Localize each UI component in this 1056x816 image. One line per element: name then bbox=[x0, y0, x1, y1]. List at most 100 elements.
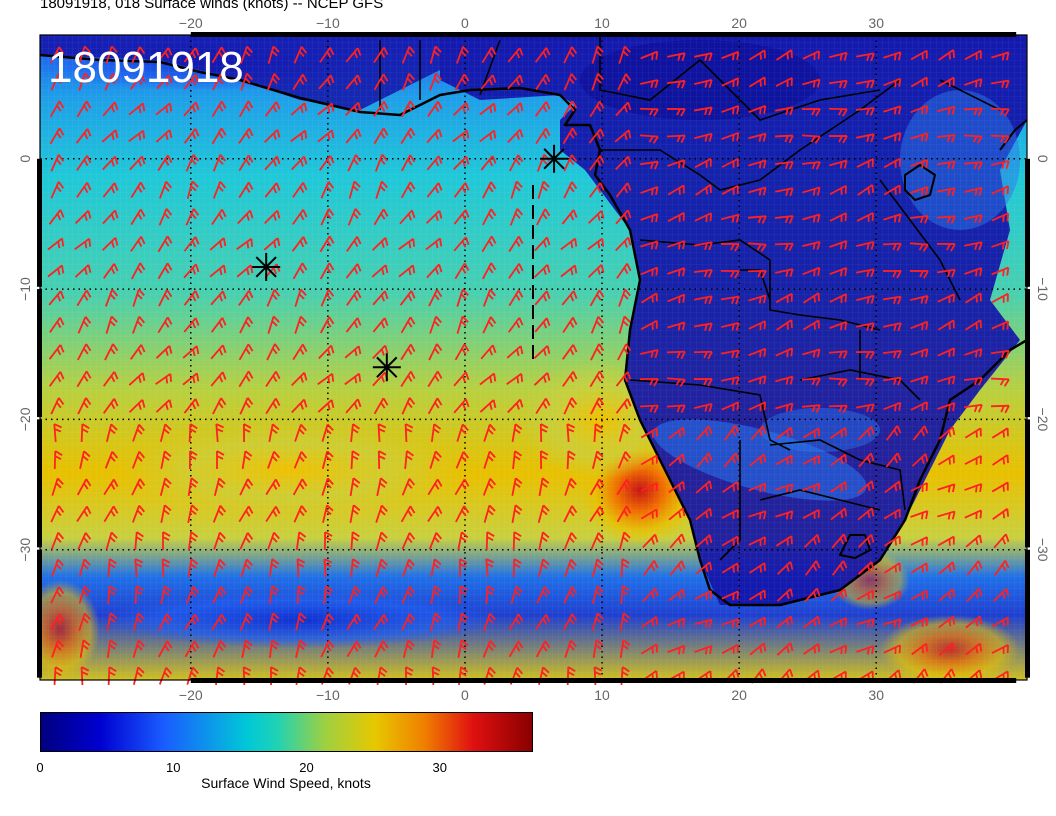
wind-barb bbox=[400, 181, 416, 199]
wind-barb bbox=[588, 155, 605, 171]
wind-barb bbox=[158, 613, 173, 631]
wind-barb bbox=[641, 616, 658, 628]
wind-barb bbox=[49, 317, 65, 333]
marker-atlantic-west bbox=[252, 252, 281, 281]
wind-barb bbox=[76, 289, 92, 307]
wind-map[interactable]: −20 −20 −10 −10 0 0 10 10 20 20 30 30 0 0 −10 −10 −20 −20… bbox=[0, 0, 1056, 710]
wind-barb bbox=[427, 506, 443, 522]
wind-barb bbox=[238, 370, 254, 388]
wind-barb bbox=[373, 127, 389, 145]
top-tick-bar bbox=[876, 32, 1017, 37]
wind-barb bbox=[155, 129, 173, 143]
wind-barb bbox=[455, 451, 470, 469]
wind-barb bbox=[425, 210, 443, 224]
wind-barb bbox=[319, 155, 335, 171]
wind-barb bbox=[882, 349, 902, 359]
wind-barb bbox=[748, 186, 767, 196]
wind-barb bbox=[694, 618, 713, 628]
wind-barb bbox=[858, 452, 875, 468]
wind-barb bbox=[936, 134, 956, 143]
wind-barb bbox=[265, 478, 281, 496]
wind-barb bbox=[376, 477, 388, 497]
wind-barb bbox=[937, 76, 955, 88]
bottom-tick-bar bbox=[190, 678, 331, 683]
wind-barb bbox=[319, 235, 335, 253]
wind-barb bbox=[990, 107, 1010, 117]
wind-barb bbox=[77, 532, 92, 550]
wind-barb bbox=[212, 397, 227, 415]
wind-barb bbox=[213, 531, 226, 550]
wind-barb bbox=[747, 242, 767, 252]
wind-barb bbox=[990, 79, 1010, 89]
wind-barb bbox=[964, 509, 983, 520]
wind-barb bbox=[291, 398, 308, 414]
wind-barb bbox=[937, 375, 956, 385]
wind-barb bbox=[668, 426, 686, 440]
wind-barb bbox=[640, 427, 658, 439]
wind-barb bbox=[640, 349, 659, 359]
wind-barb bbox=[76, 370, 92, 388]
wind-barb bbox=[563, 181, 578, 199]
wind-barb bbox=[401, 586, 416, 604]
wind-barb bbox=[185, 208, 200, 226]
wind-barb bbox=[804, 560, 821, 576]
lon-label-top: 20 bbox=[731, 15, 747, 31]
wind-barb bbox=[562, 613, 578, 631]
wind-barb bbox=[346, 236, 362, 252]
wind-barb bbox=[292, 209, 308, 225]
wind-barb bbox=[693, 350, 713, 360]
wind-barb bbox=[155, 345, 173, 359]
top-tick-bar bbox=[739, 32, 880, 37]
wind-barb bbox=[776, 642, 794, 656]
wind-barb bbox=[667, 293, 686, 304]
wind-barb bbox=[319, 262, 335, 280]
wind-barb bbox=[239, 478, 254, 496]
wind-barb bbox=[429, 315, 442, 334]
wind-barb bbox=[750, 425, 767, 441]
wind-barb bbox=[290, 129, 308, 143]
wind-barb bbox=[640, 240, 659, 250]
lon-label-bottom: 20 bbox=[731, 687, 747, 703]
wind-barb bbox=[213, 477, 226, 496]
wind-barb bbox=[400, 343, 416, 361]
wind-barb bbox=[536, 586, 551, 604]
wind-barb bbox=[102, 182, 119, 198]
wind-barb bbox=[506, 345, 524, 359]
wind-barb bbox=[991, 51, 1010, 61]
wind-barb bbox=[239, 613, 254, 631]
wind-barb bbox=[856, 212, 874, 222]
wind-barb bbox=[882, 295, 902, 305]
wind-barb bbox=[591, 45, 604, 64]
wind-barb bbox=[263, 237, 281, 251]
wind-barb bbox=[963, 134, 983, 144]
wind-barb bbox=[563, 532, 578, 550]
wind-barb bbox=[938, 588, 956, 602]
wind-barb bbox=[776, 561, 794, 575]
wind-barb bbox=[349, 477, 361, 497]
wind-barb bbox=[937, 293, 956, 304]
wind-barb bbox=[774, 242, 794, 252]
wind-barb bbox=[158, 667, 173, 685]
wind-barb bbox=[857, 534, 875, 548]
wind-barb bbox=[694, 132, 713, 142]
wind-barb bbox=[563, 397, 578, 415]
wind-barb bbox=[564, 477, 577, 496]
wind-barb bbox=[564, 558, 577, 577]
wind-barb bbox=[350, 450, 360, 470]
wind-barb bbox=[566, 450, 576, 470]
wind-barb bbox=[883, 508, 901, 520]
wind-barb bbox=[507, 128, 524, 144]
wind-barb bbox=[668, 507, 686, 521]
wind-barb bbox=[639, 134, 659, 144]
wind-barb bbox=[534, 317, 551, 333]
wind-barb bbox=[349, 504, 361, 524]
wind-barb bbox=[507, 317, 524, 333]
wind-barb bbox=[371, 264, 389, 278]
wind-barb bbox=[910, 617, 928, 627]
wind-barb bbox=[347, 154, 362, 172]
wind-barb bbox=[265, 397, 281, 415]
wind-barb bbox=[263, 129, 281, 143]
wind-barb bbox=[320, 208, 335, 226]
wind-barb bbox=[721, 590, 740, 601]
wind-barb bbox=[348, 180, 361, 199]
